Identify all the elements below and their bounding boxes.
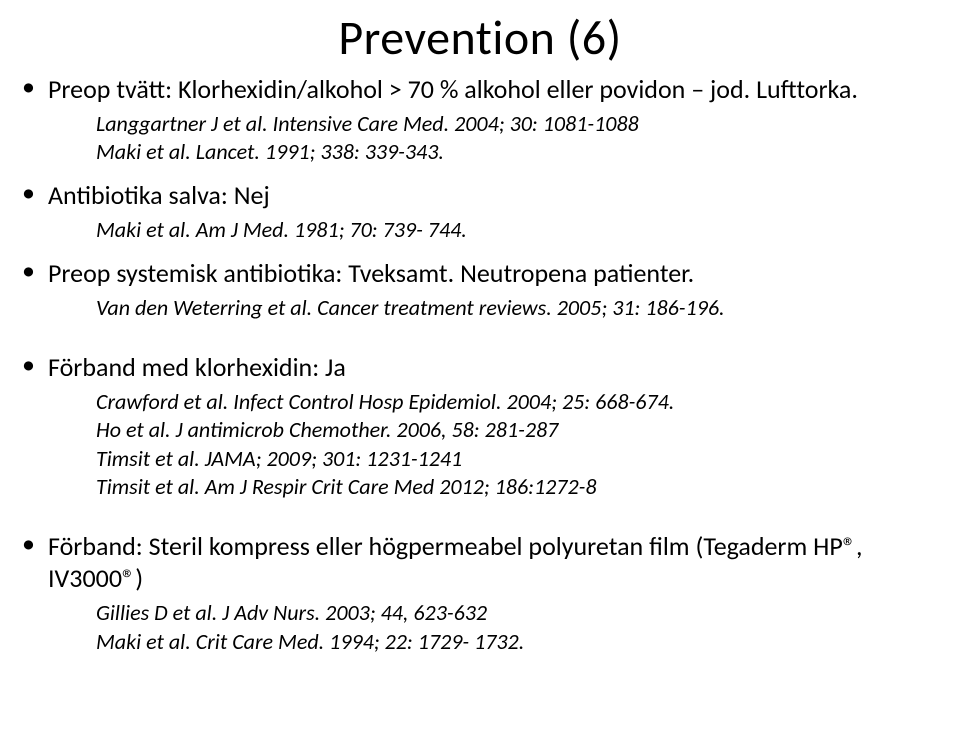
reference-block: Maki et al. Am J Med. 1981; 70: 739- 744…	[96, 215, 948, 245]
bullet-text: Preop tvätt: Klorhexidin/alkohol > 70 % …	[48, 73, 948, 106]
slide: Prevention (6) Preop tvätt: Klorhexidin/…	[0, 0, 960, 752]
reference-block: Van den Weterring et al. Cancer treatmen…	[96, 293, 948, 323]
reference-line: Timsit et al. Am J Respir Crit Care Med …	[96, 473, 948, 502]
bullet-text: Förband med klorhexidin: Ja	[48, 351, 948, 384]
bullet-text: Förband: Steril kompress eller högpermea…	[48, 530, 948, 595]
bullet-text: Preop systemisk antibiotika: Tveksamt. N…	[48, 257, 948, 290]
bullet-text: Antibiotika salva: Nej	[48, 179, 948, 212]
reference-block: Gillies D et al. J Adv Nurs. 2003; 44, 6…	[96, 599, 948, 656]
bullet-item: Preop tvätt: Klorhexidin/alkohol > 70 % …	[12, 73, 948, 167]
reference-line: Maki et al. Lancet. 1991; 338: 339-343.	[96, 138, 948, 167]
reference-block: Langgartner J et al. Intensive Care Med.…	[96, 110, 948, 167]
reference-line: Gillies D et al. J Adv Nurs. 2003; 44, 6…	[96, 599, 948, 628]
bullet-list: Preop tvätt: Klorhexidin/alkohol > 70 % …	[12, 73, 948, 656]
reference-line: Maki et al. Crit Care Med. 1994; 22: 172…	[96, 628, 948, 657]
reference-line: Crawford et al. Infect Control Hosp Epid…	[96, 388, 948, 417]
reference-block: Crawford et al. Infect Control Hosp Epid…	[96, 388, 948, 502]
bullet-item: Förband: Steril kompress eller högpermea…	[12, 530, 948, 656]
bullet-item: Förband med klorhexidin: Ja Crawford et …	[12, 351, 948, 502]
bullet-item: Preop systemisk antibiotika: Tveksamt. N…	[12, 257, 948, 323]
reference-line: Maki et al. Am J Med. 1981; 70: 739- 744…	[96, 215, 948, 245]
slide-title: Prevention (6)	[12, 8, 948, 67]
reference-line: Van den Weterring et al. Cancer treatmen…	[96, 293, 948, 323]
reference-line: Ho et al. J antimicrob Chemother. 2006, …	[96, 416, 948, 445]
reference-line: Langgartner J et al. Intensive Care Med.…	[96, 110, 948, 139]
bullet-item: Antibiotika salva: Nej Maki et al. Am J …	[12, 179, 948, 245]
reference-line: Timsit et al. JAMA; 2009; 301: 1231-1241	[96, 445, 948, 474]
